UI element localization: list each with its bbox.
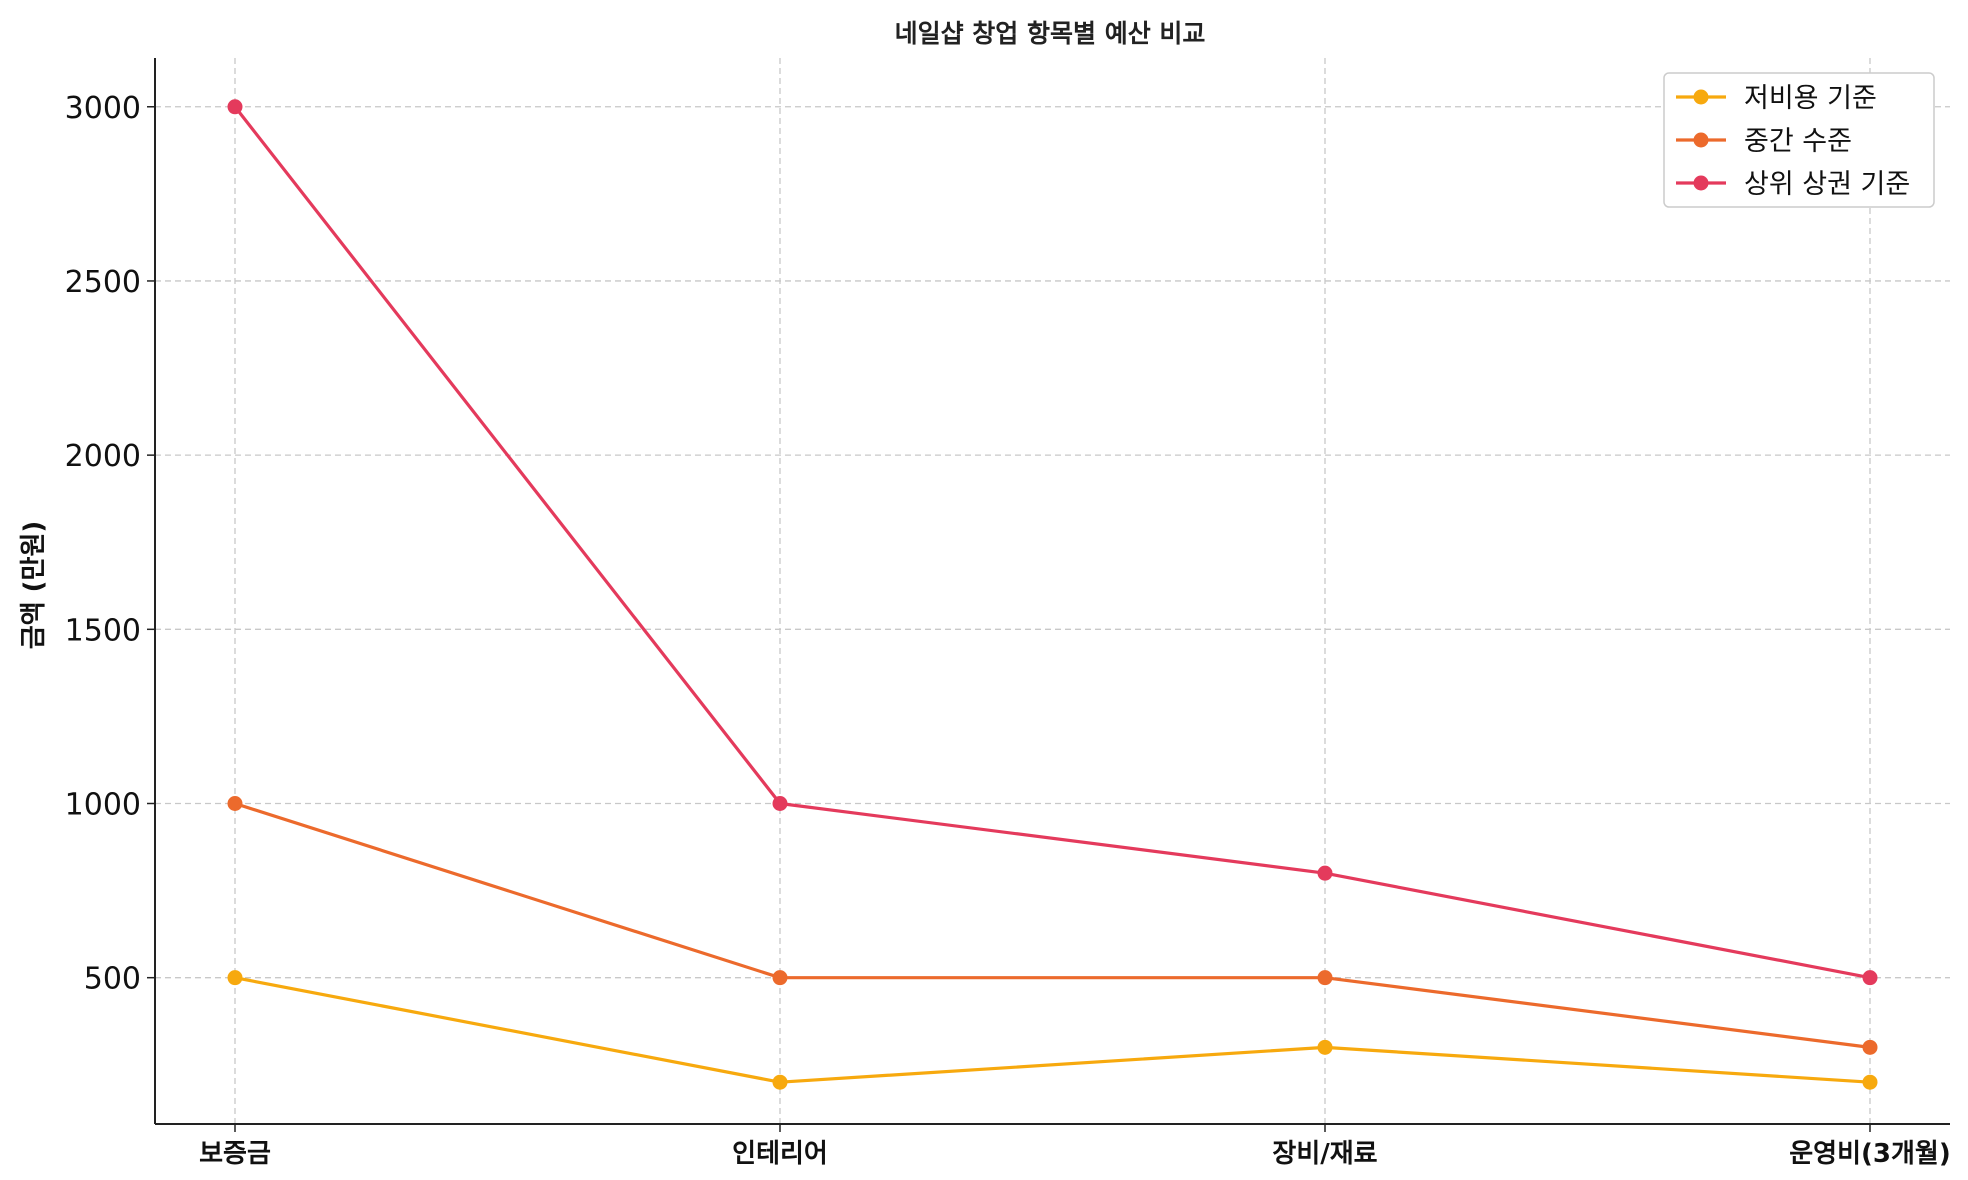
data-point <box>227 796 243 812</box>
legend-label: 저비용 기준 <box>1744 83 1877 114</box>
series-3 <box>227 99 1878 986</box>
data-point <box>772 970 788 986</box>
series-2 <box>227 796 1878 1055</box>
data-point <box>227 970 243 986</box>
x-tick-label: 운영비(3개월) <box>1789 1139 1950 1169</box>
series-line <box>233 105 1871 980</box>
series-lines <box>227 99 1878 1090</box>
y-tick-label: 1500 <box>65 613 141 648</box>
x-tick-label: 장비/재료 <box>1272 1139 1377 1169</box>
legend-marker <box>1693 175 1709 191</box>
series-line <box>234 976 1871 1084</box>
y-tick-label: 3000 <box>65 91 141 126</box>
y-axis-label: 금액 (만원) <box>19 521 49 650</box>
y-tick-label: 2500 <box>65 265 141 300</box>
x-tick-label: 보증금 <box>199 1139 271 1169</box>
legend-label: 상위 상권 기준 <box>1744 169 1910 200</box>
data-point <box>1317 1039 1333 1055</box>
series-1 <box>227 970 1878 1090</box>
data-point <box>772 1074 788 1090</box>
data-point <box>1862 1074 1878 1090</box>
data-point <box>227 99 243 115</box>
data-point <box>1862 1039 1878 1055</box>
legend-box <box>1663 72 1935 208</box>
legend-marker <box>1693 89 1709 105</box>
legend-marker <box>1693 132 1709 148</box>
axes <box>147 58 1950 1132</box>
data-point <box>1862 970 1878 986</box>
series-line <box>234 801 1871 1049</box>
chart-title: 네일샵 창업 항목별 예산 비교 <box>895 19 1206 48</box>
grid <box>155 58 1950 1124</box>
y-tick-label: 2000 <box>65 439 141 474</box>
legend-label: 중간 수준 <box>1744 126 1852 157</box>
data-point <box>1317 970 1333 986</box>
x-tick-label: 인테리어 <box>732 1139 828 1169</box>
data-point <box>772 796 788 812</box>
y-tick-label: 500 <box>84 962 141 997</box>
tick-labels: 500 1000 1500 2000 2500 3000 보증금 인테리어 장비/재료 운영비(3… <box>65 91 1951 1169</box>
y-tick-label: 1000 <box>65 788 141 823</box>
data-point <box>1317 865 1333 881</box>
